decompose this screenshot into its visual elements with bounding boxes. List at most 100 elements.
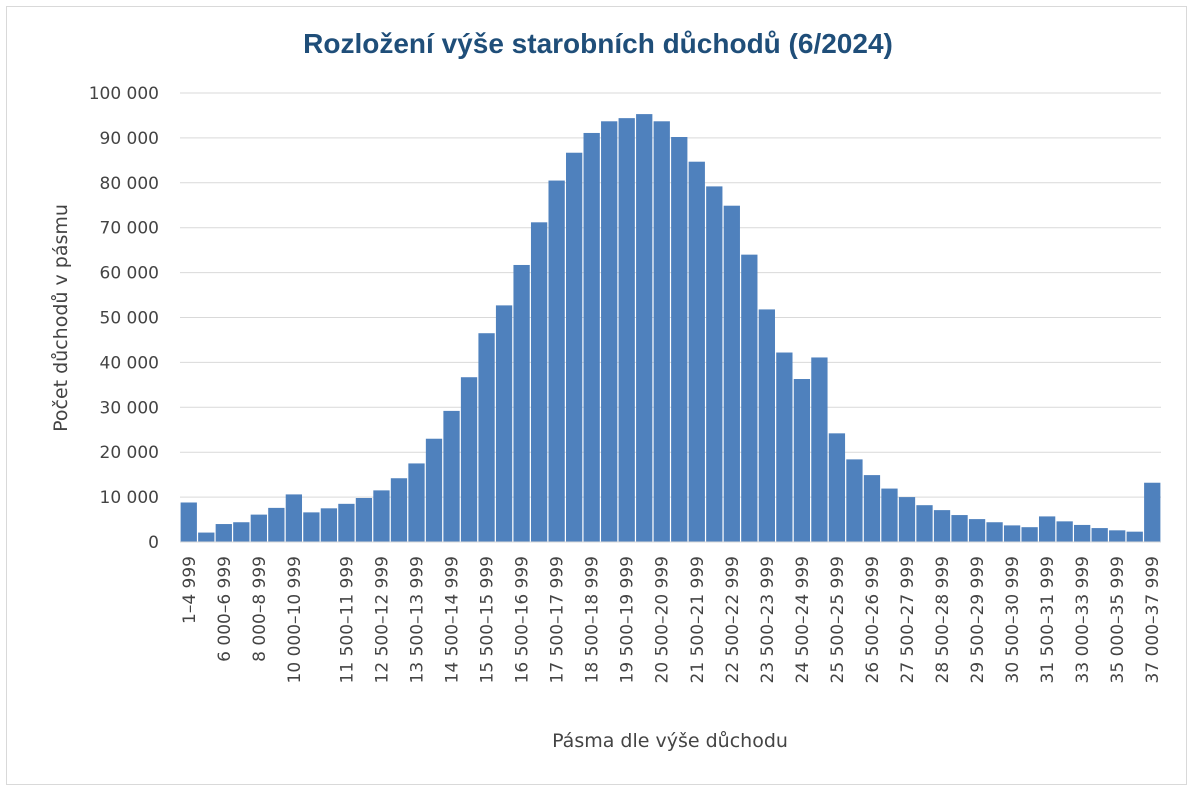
bar (215, 524, 232, 542)
x-tick-label: 25 500–25 999 (828, 556, 848, 683)
y-tick-label: 100 000 (89, 84, 159, 104)
x-axis-label: Pásma dle výše důchodu (552, 730, 788, 752)
bar (583, 132, 600, 542)
bar (601, 121, 618, 542)
bar (548, 180, 565, 543)
bar (828, 433, 846, 542)
bar (198, 532, 215, 542)
x-tick-label: 13 500–13 999 (407, 556, 427, 683)
bar (1038, 516, 1056, 542)
y-axis-label: Počet důchodů v pásmu (50, 204, 72, 432)
bars (180, 114, 1161, 543)
x-axis-ticks: 1–4 999 6 000–6 999 8 000–8 999 10 000–10 9… (180, 556, 1163, 683)
bar (1126, 531, 1143, 542)
x-tick-label: 19 500–19 999 (618, 556, 638, 683)
bar (968, 519, 986, 542)
y-tick-label: 20 000 (100, 443, 159, 463)
bar (671, 137, 688, 542)
x-tick-label: 26 500–26 999 (863, 556, 883, 683)
bar (268, 507, 285, 542)
bar (881, 488, 898, 542)
bar (355, 498, 373, 542)
bar (513, 264, 530, 542)
y-tick-label: 80 000 (100, 174, 159, 194)
x-tick-label: 11 500–11 999 (337, 556, 357, 683)
bar (933, 510, 951, 542)
bar (1109, 530, 1126, 542)
bar (1056, 521, 1073, 542)
bar (706, 186, 723, 542)
bar (1074, 524, 1091, 542)
x-tick-label: 21 500–21 999 (688, 556, 708, 683)
bar (636, 114, 653, 542)
bar (478, 333, 495, 542)
bar (776, 352, 793, 542)
x-tick-label: 1–4 999 (180, 556, 200, 624)
bar (1021, 527, 1038, 542)
bar (373, 490, 390, 542)
x-tick-label: 17 500–17 999 (548, 556, 568, 683)
y-tick-label: 30 000 (100, 398, 159, 418)
x-tick-label: 22 500–22 999 (723, 556, 743, 683)
y-tick-label: 0 (148, 533, 159, 553)
bar (1144, 482, 1161, 542)
bar (951, 515, 968, 542)
bar (303, 512, 320, 542)
bar (320, 508, 338, 542)
bar (425, 438, 443, 542)
x-tick-label: 10 000–10 999 (285, 556, 305, 683)
bar (250, 514, 267, 542)
bar (408, 463, 425, 542)
bar (863, 475, 881, 542)
y-tick-label: 70 000 (100, 219, 159, 239)
x-tick-label: 24 500–24 999 (793, 556, 813, 683)
x-tick-label: 35 000–35 999 (1108, 556, 1128, 683)
y-tick-label: 60 000 (100, 264, 159, 284)
bar (1091, 528, 1108, 542)
bar (180, 502, 197, 542)
x-tick-label: 29 500–29 999 (968, 556, 988, 683)
bar (566, 152, 583, 542)
bar (233, 522, 250, 542)
bar (793, 379, 811, 542)
x-tick-label: 12 500–12 999 (372, 556, 392, 683)
bar (846, 459, 863, 542)
x-tick-label: 15 500–15 999 (478, 556, 498, 683)
x-tick-label: 28 500–28 999 (933, 556, 953, 683)
bar (688, 161, 705, 542)
x-tick-label: 18 500–18 999 (583, 556, 603, 683)
x-tick-label: 31 500–31 999 (1038, 556, 1058, 683)
bar (443, 410, 460, 542)
bar (390, 478, 408, 542)
bar (495, 305, 513, 542)
y-tick-label: 50 000 (100, 309, 159, 329)
bar (723, 205, 740, 542)
bar (338, 503, 355, 542)
bar (811, 357, 828, 542)
bar (530, 222, 548, 542)
x-tick-label: 6 000–6 999 (215, 556, 235, 662)
x-tick-label: 30 500–30 999 (1003, 556, 1023, 683)
x-tick-label: 33 000–33 999 (1073, 556, 1093, 683)
x-tick-label: 23 500–23 999 (758, 556, 778, 683)
bar (758, 309, 775, 542)
bar (618, 118, 635, 542)
x-tick-label: 20 500–20 999 (653, 556, 673, 683)
bar (460, 377, 478, 542)
y-tick-label: 40 000 (100, 353, 159, 373)
bar (898, 497, 916, 542)
x-tick-label: 14 500–14 999 (443, 556, 463, 683)
y-tick-label: 90 000 (100, 129, 159, 149)
bar (741, 254, 758, 542)
x-tick-label: 8 000–8 999 (250, 556, 270, 662)
y-tick-label: 10 000 (100, 488, 159, 508)
y-axis-ticks: 0 10 000 20 000 30 000 40 000 50 000 60 000 70 … (89, 84, 159, 553)
bar (1003, 525, 1021, 542)
bar (986, 522, 1003, 542)
bar (653, 121, 670, 542)
bar (285, 494, 303, 542)
chart-title: Rozložení výše starobních důchodů (6/202… (303, 28, 893, 59)
x-tick-label: 27 500–27 999 (898, 556, 918, 683)
x-tick-label: 37 000–37 999 (1143, 556, 1163, 683)
